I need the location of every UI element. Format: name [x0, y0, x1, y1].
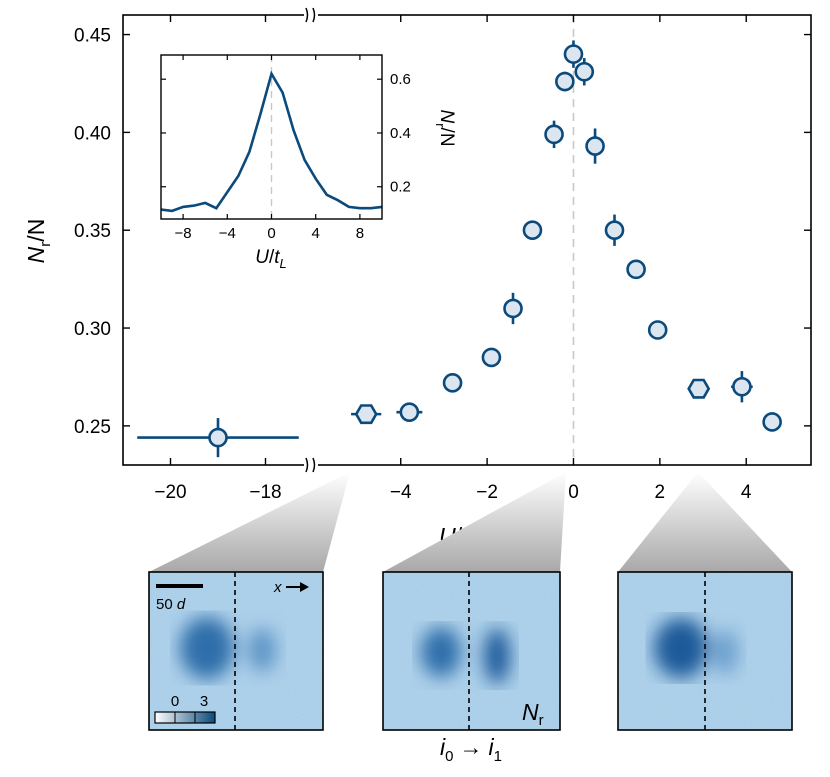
x-tick-label: −4 — [390, 482, 412, 503]
connector-wedges — [149, 472, 792, 572]
circle-marker — [555, 71, 575, 92]
hexagon-marker — [687, 378, 711, 399]
colorbar — [154, 711, 216, 724]
data-point — [555, 71, 575, 92]
data-point — [137, 418, 299, 458]
plot-frame — [122, 14, 812, 466]
data-point — [544, 120, 564, 149]
data-point — [481, 347, 502, 368]
x-tick-label: −2 — [476, 482, 498, 503]
inset-y-tick-label: 0.4 — [390, 125, 411, 142]
circle-marker — [762, 412, 782, 432]
circle-marker — [544, 124, 564, 145]
circle-marker — [208, 427, 228, 448]
wedge-left — [149, 472, 350, 572]
data-point — [687, 378, 711, 399]
inset-ticks: −8 −4 0 4 8 0.2 0.4 0.6 — [161, 55, 411, 242]
x-tick-label: 4 — [741, 482, 752, 503]
inset-x-tick-label: −4 — [219, 225, 236, 242]
colorbar-max-label: 3 — [200, 693, 208, 710]
y-tick-label: 0.35 — [74, 221, 111, 242]
inset-x-tick-label: 0 — [267, 225, 275, 242]
main-ticks: −20 −18 −4 −2 0 2 40.250.300.350.400.45 — [74, 15, 811, 503]
x-tick-label: 2 — [655, 482, 666, 503]
data-points — [137, 40, 782, 458]
x-direction-arrow — [286, 582, 309, 592]
wedge-right — [618, 472, 792, 572]
data-point — [647, 320, 668, 340]
inset-y-tick-label: 0.2 — [390, 179, 411, 196]
nr-label: Nr — [522, 699, 544, 729]
data-point — [604, 214, 625, 246]
density-image-right — [617, 571, 793, 731]
data-point — [396, 402, 423, 422]
y-axis-label: Nr/N — [23, 219, 54, 264]
circle-marker — [399, 402, 420, 422]
y-tick-label: 0.30 — [74, 319, 111, 340]
data-point — [503, 292, 523, 325]
y-tick-label: 0.40 — [74, 123, 111, 144]
x-tick-label: −20 — [154, 482, 186, 503]
circle-marker — [574, 61, 595, 82]
data-point — [563, 40, 584, 68]
axis-break-bottom — [304, 457, 318, 473]
inset-plot: −8 −4 0 4 8 0.2 0.4 0.6 U/tL Nr/N — [160, 54, 457, 271]
site-transition-label: i0 → i1 — [440, 734, 502, 765]
circle-marker — [503, 298, 523, 319]
data-point — [442, 373, 463, 393]
circle-marker — [626, 259, 646, 280]
data-point — [731, 371, 753, 403]
inset-x-axis-label: U/tL — [255, 247, 287, 271]
circle-marker — [585, 136, 605, 156]
x-tick-label: 0 — [568, 482, 579, 503]
data-point — [351, 404, 382, 425]
x-direction-label: x — [273, 579, 282, 596]
circle-marker — [732, 376, 752, 397]
data-point — [762, 412, 782, 432]
circle-marker — [563, 44, 584, 64]
inset-y-tick-label: 0.6 — [390, 71, 411, 88]
x-tick-label: −18 — [249, 482, 281, 503]
data-point — [585, 128, 605, 164]
y-tick-label: 0.45 — [74, 26, 111, 47]
data-point — [574, 58, 595, 86]
circle-marker — [647, 320, 668, 340]
inset-line — [160, 70, 383, 213]
inset-x-tick-label: 8 — [356, 225, 364, 242]
circle-marker — [442, 373, 463, 393]
density-image-center: Nr i0 → i1 — [382, 571, 561, 765]
wedge-center — [383, 472, 566, 572]
circle-marker — [481, 347, 502, 368]
y-tick-label: 0.25 — [74, 417, 111, 438]
hexagon-marker — [354, 404, 378, 425]
inset-y-axis-label: Nr/N — [433, 109, 457, 146]
axis-break-mark — [305, 7, 309, 23]
inset-x-tick-label: 4 — [312, 225, 320, 242]
data-point — [626, 259, 646, 280]
axis-break-mark — [305, 457, 309, 473]
data-point — [522, 220, 543, 241]
axis-break-mark — [312, 7, 316, 23]
axis-break-mark — [312, 457, 316, 473]
circle-marker — [604, 220, 625, 241]
inset-x-tick-label: −8 — [175, 225, 192, 242]
circle-marker — [522, 220, 543, 241]
colorbar-min-label: 0 — [171, 693, 179, 710]
scale-bar-label: 50 d — [156, 596, 186, 613]
density-image-left: 50 d x 0 3 — [148, 571, 324, 731]
axis-break-top — [304, 7, 318, 23]
